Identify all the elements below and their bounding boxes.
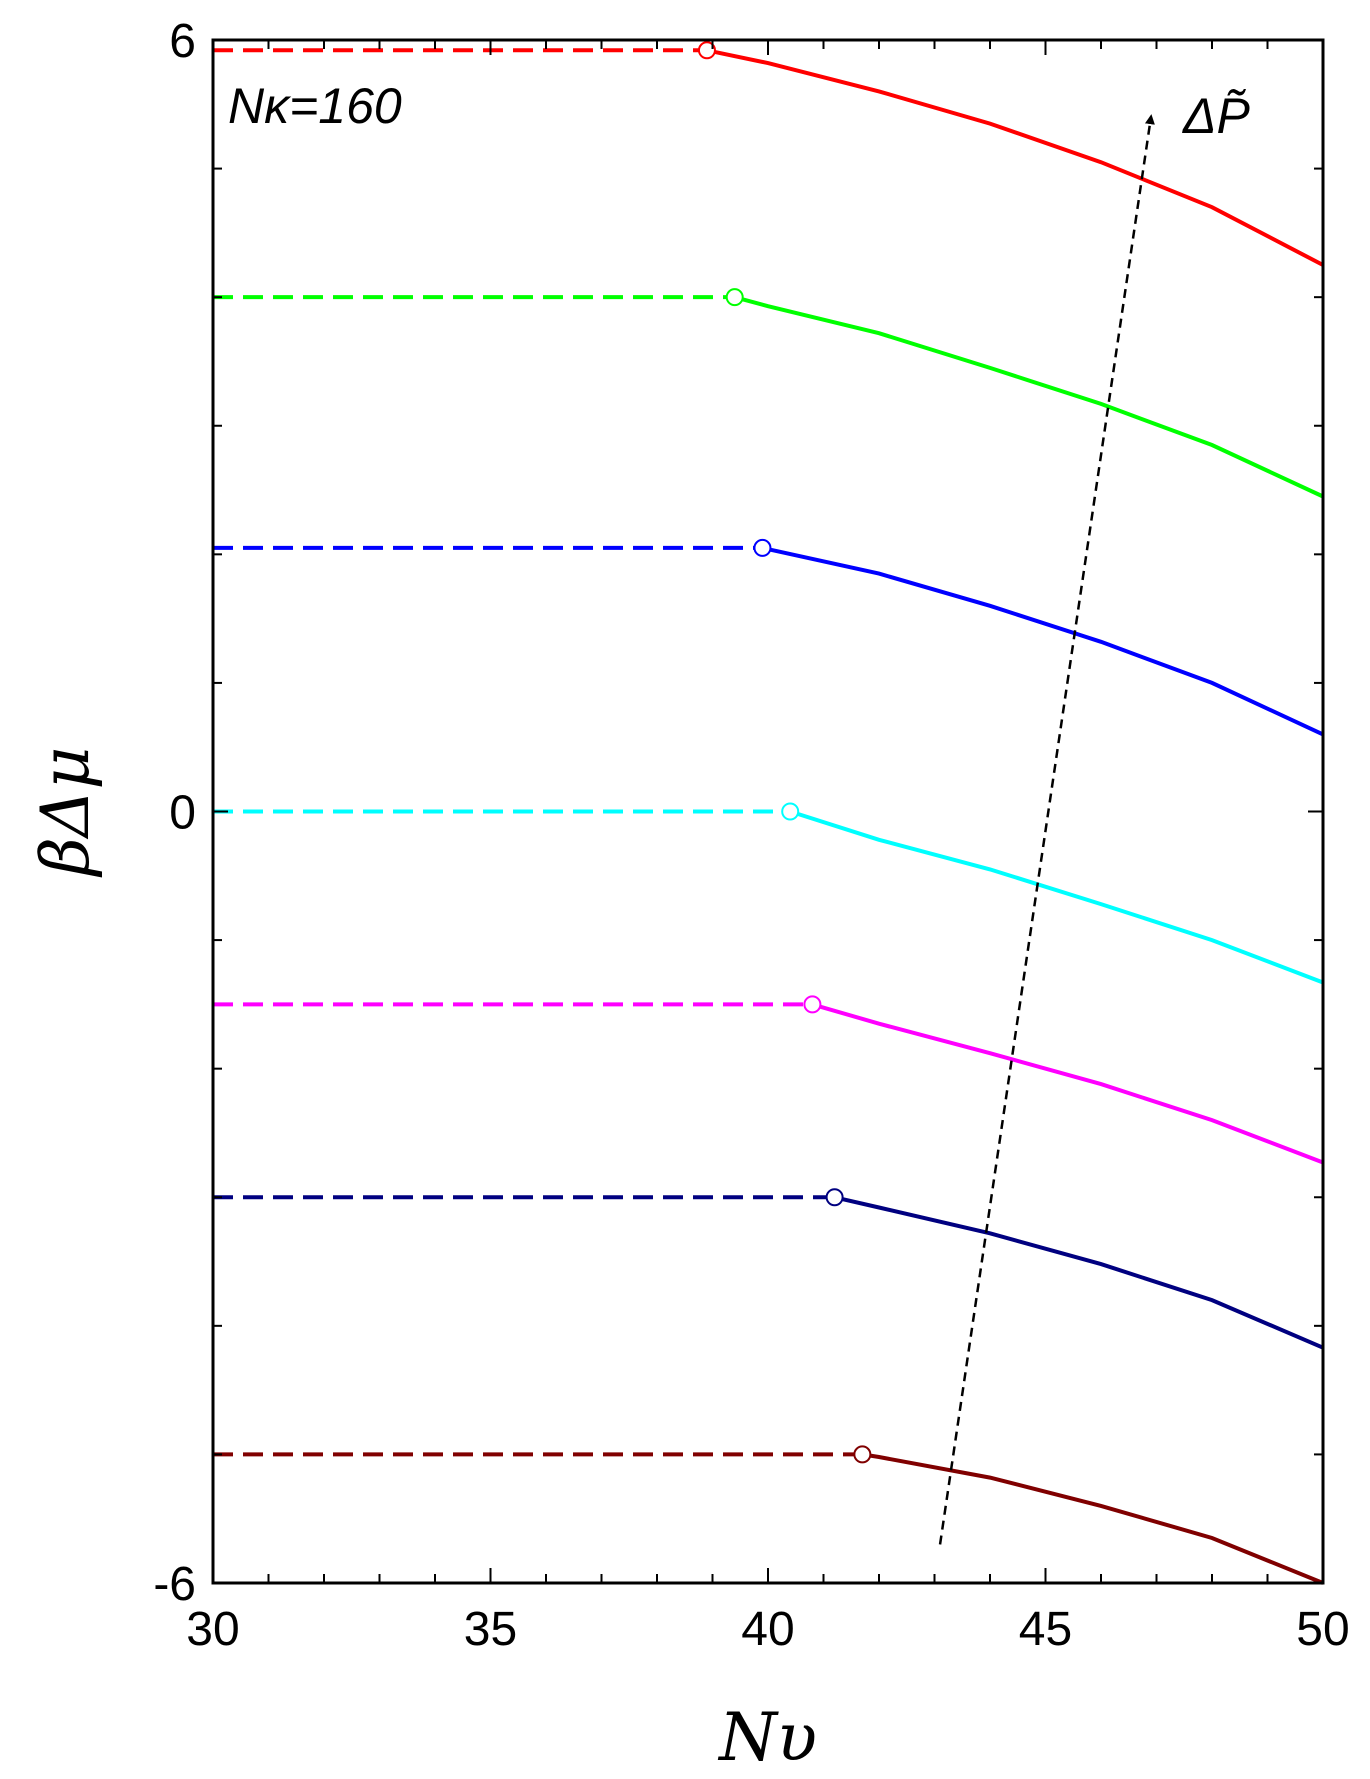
x-tick-label: 50 (1296, 1603, 1349, 1656)
series-3-solid-line (789, 809, 1324, 985)
x-tick-label: 35 (464, 1603, 517, 1656)
y-tick-label: -6 (153, 1558, 196, 1611)
y-tick-label: 6 (169, 15, 196, 68)
series-5-solid-line (834, 1195, 1324, 1350)
x-tick-label: 40 (741, 1603, 794, 1656)
series-1-transition-point (725, 288, 744, 307)
x-tick-label: 30 (186, 1603, 239, 1656)
arrow-annotation: ΔP̃ (1182, 88, 1251, 144)
series-3-transition-point (781, 802, 800, 821)
series-1-solid-line (734, 295, 1324, 499)
x-tick-label: 45 (1019, 1603, 1072, 1656)
direction-arrow (938, 114, 1155, 1545)
y-axis-title: βΔμ (27, 747, 104, 879)
y-tick-label: 0 (169, 787, 196, 840)
series-0-solid-line (706, 48, 1324, 267)
series-6-solid-line (862, 1452, 1324, 1585)
series-layer (213, 48, 1324, 1585)
series-6-transition-point (853, 1445, 872, 1464)
x-axis-title: Nυ (717, 1699, 817, 1776)
series-5-transition-point (825, 1188, 844, 1207)
series-4-solid-line (811, 1002, 1324, 1165)
series-2-transition-point (753, 538, 772, 557)
nk-annotation: Nκ=160 (228, 78, 402, 134)
series-2-solid-line (761, 545, 1324, 737)
series-4-transition-point (803, 995, 822, 1014)
series-0-transition-point (697, 41, 716, 60)
tick-layer: 30 35 40 45 50 -6 0 6 (153, 15, 1349, 1656)
marker-layer (697, 41, 872, 1464)
